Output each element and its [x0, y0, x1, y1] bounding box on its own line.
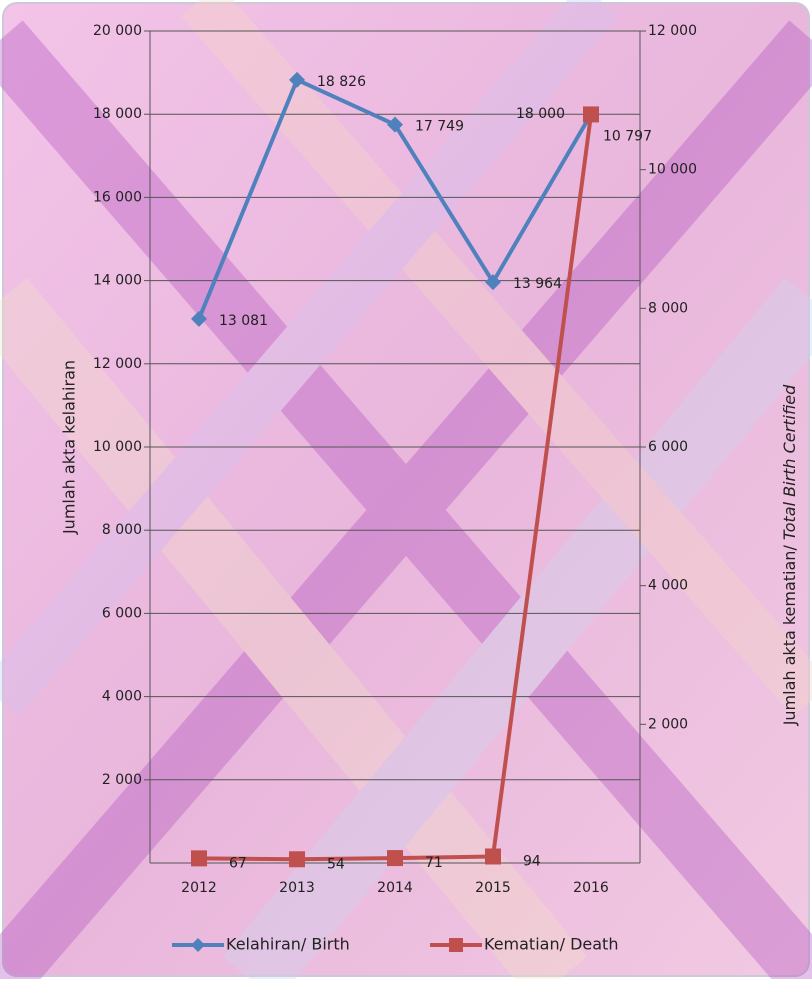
x-tick-label: 2015: [475, 880, 511, 896]
y-tick-label: 8 000: [102, 522, 142, 538]
point: [191, 850, 207, 867]
data-label: 94: [523, 853, 541, 869]
y-tick-label: 10 000: [93, 439, 142, 455]
y2-tick-label: 10 000: [648, 162, 697, 178]
legend-label: Kematian/ Death: [484, 935, 618, 954]
x-tick-label: 2012: [181, 880, 217, 896]
data-label: 13 964: [513, 276, 562, 292]
data-label: 54: [327, 856, 345, 872]
point: [583, 106, 599, 123]
x-tick-label: 2016: [573, 880, 609, 896]
legend-marker: [191, 938, 205, 952]
y2-tick-label: 8 000: [648, 300, 688, 316]
y2-title-part: Jumlah akta kematian/: [780, 545, 799, 727]
data-label: 71: [425, 855, 443, 871]
y-tick-label: 14 000: [93, 273, 142, 289]
y-tick-label: 6 000: [102, 605, 142, 621]
y-tick-label: 16 000: [93, 189, 142, 205]
data-label: 18 826: [317, 74, 366, 90]
y2-title-part: Total Birth Certified: [780, 384, 799, 540]
y-tick-label: 2 000: [102, 772, 142, 788]
point: [387, 850, 403, 867]
data-label: 10 797: [603, 128, 652, 144]
data-label: 17 749: [415, 119, 464, 135]
y2-tick-label: 4 000: [648, 578, 688, 594]
legend-label: Kelahiran/ Birth: [226, 935, 350, 954]
y2-axis-title: Jumlah akta kematian/ Total Birth Certif…: [780, 384, 799, 726]
data-label: 13 081: [219, 313, 268, 329]
y-tick-label: 18 000: [93, 106, 142, 122]
x-tick-label: 2014: [377, 880, 413, 896]
y-tick-label: 20 000: [93, 23, 142, 39]
y2-tick-label: 6 000: [648, 439, 688, 455]
legend-marker: [449, 938, 463, 952]
point: [485, 274, 501, 291]
y2-tick-label: 12 000: [648, 23, 697, 39]
point: [191, 310, 207, 327]
point: [289, 71, 305, 88]
y-axis-title: Jumlah akta kelahiran: [60, 360, 79, 535]
point: [387, 116, 403, 133]
data-label: 18 000: [516, 106, 565, 122]
point: [485, 848, 501, 865]
y-tick-label: 4 000: [102, 689, 142, 705]
y-tick-label: 12 000: [93, 356, 142, 372]
data-label: 67: [229, 855, 247, 871]
x-tick-label: 2013: [279, 880, 315, 896]
y2-tick-label: 2 000: [648, 716, 688, 732]
point: [289, 851, 305, 868]
